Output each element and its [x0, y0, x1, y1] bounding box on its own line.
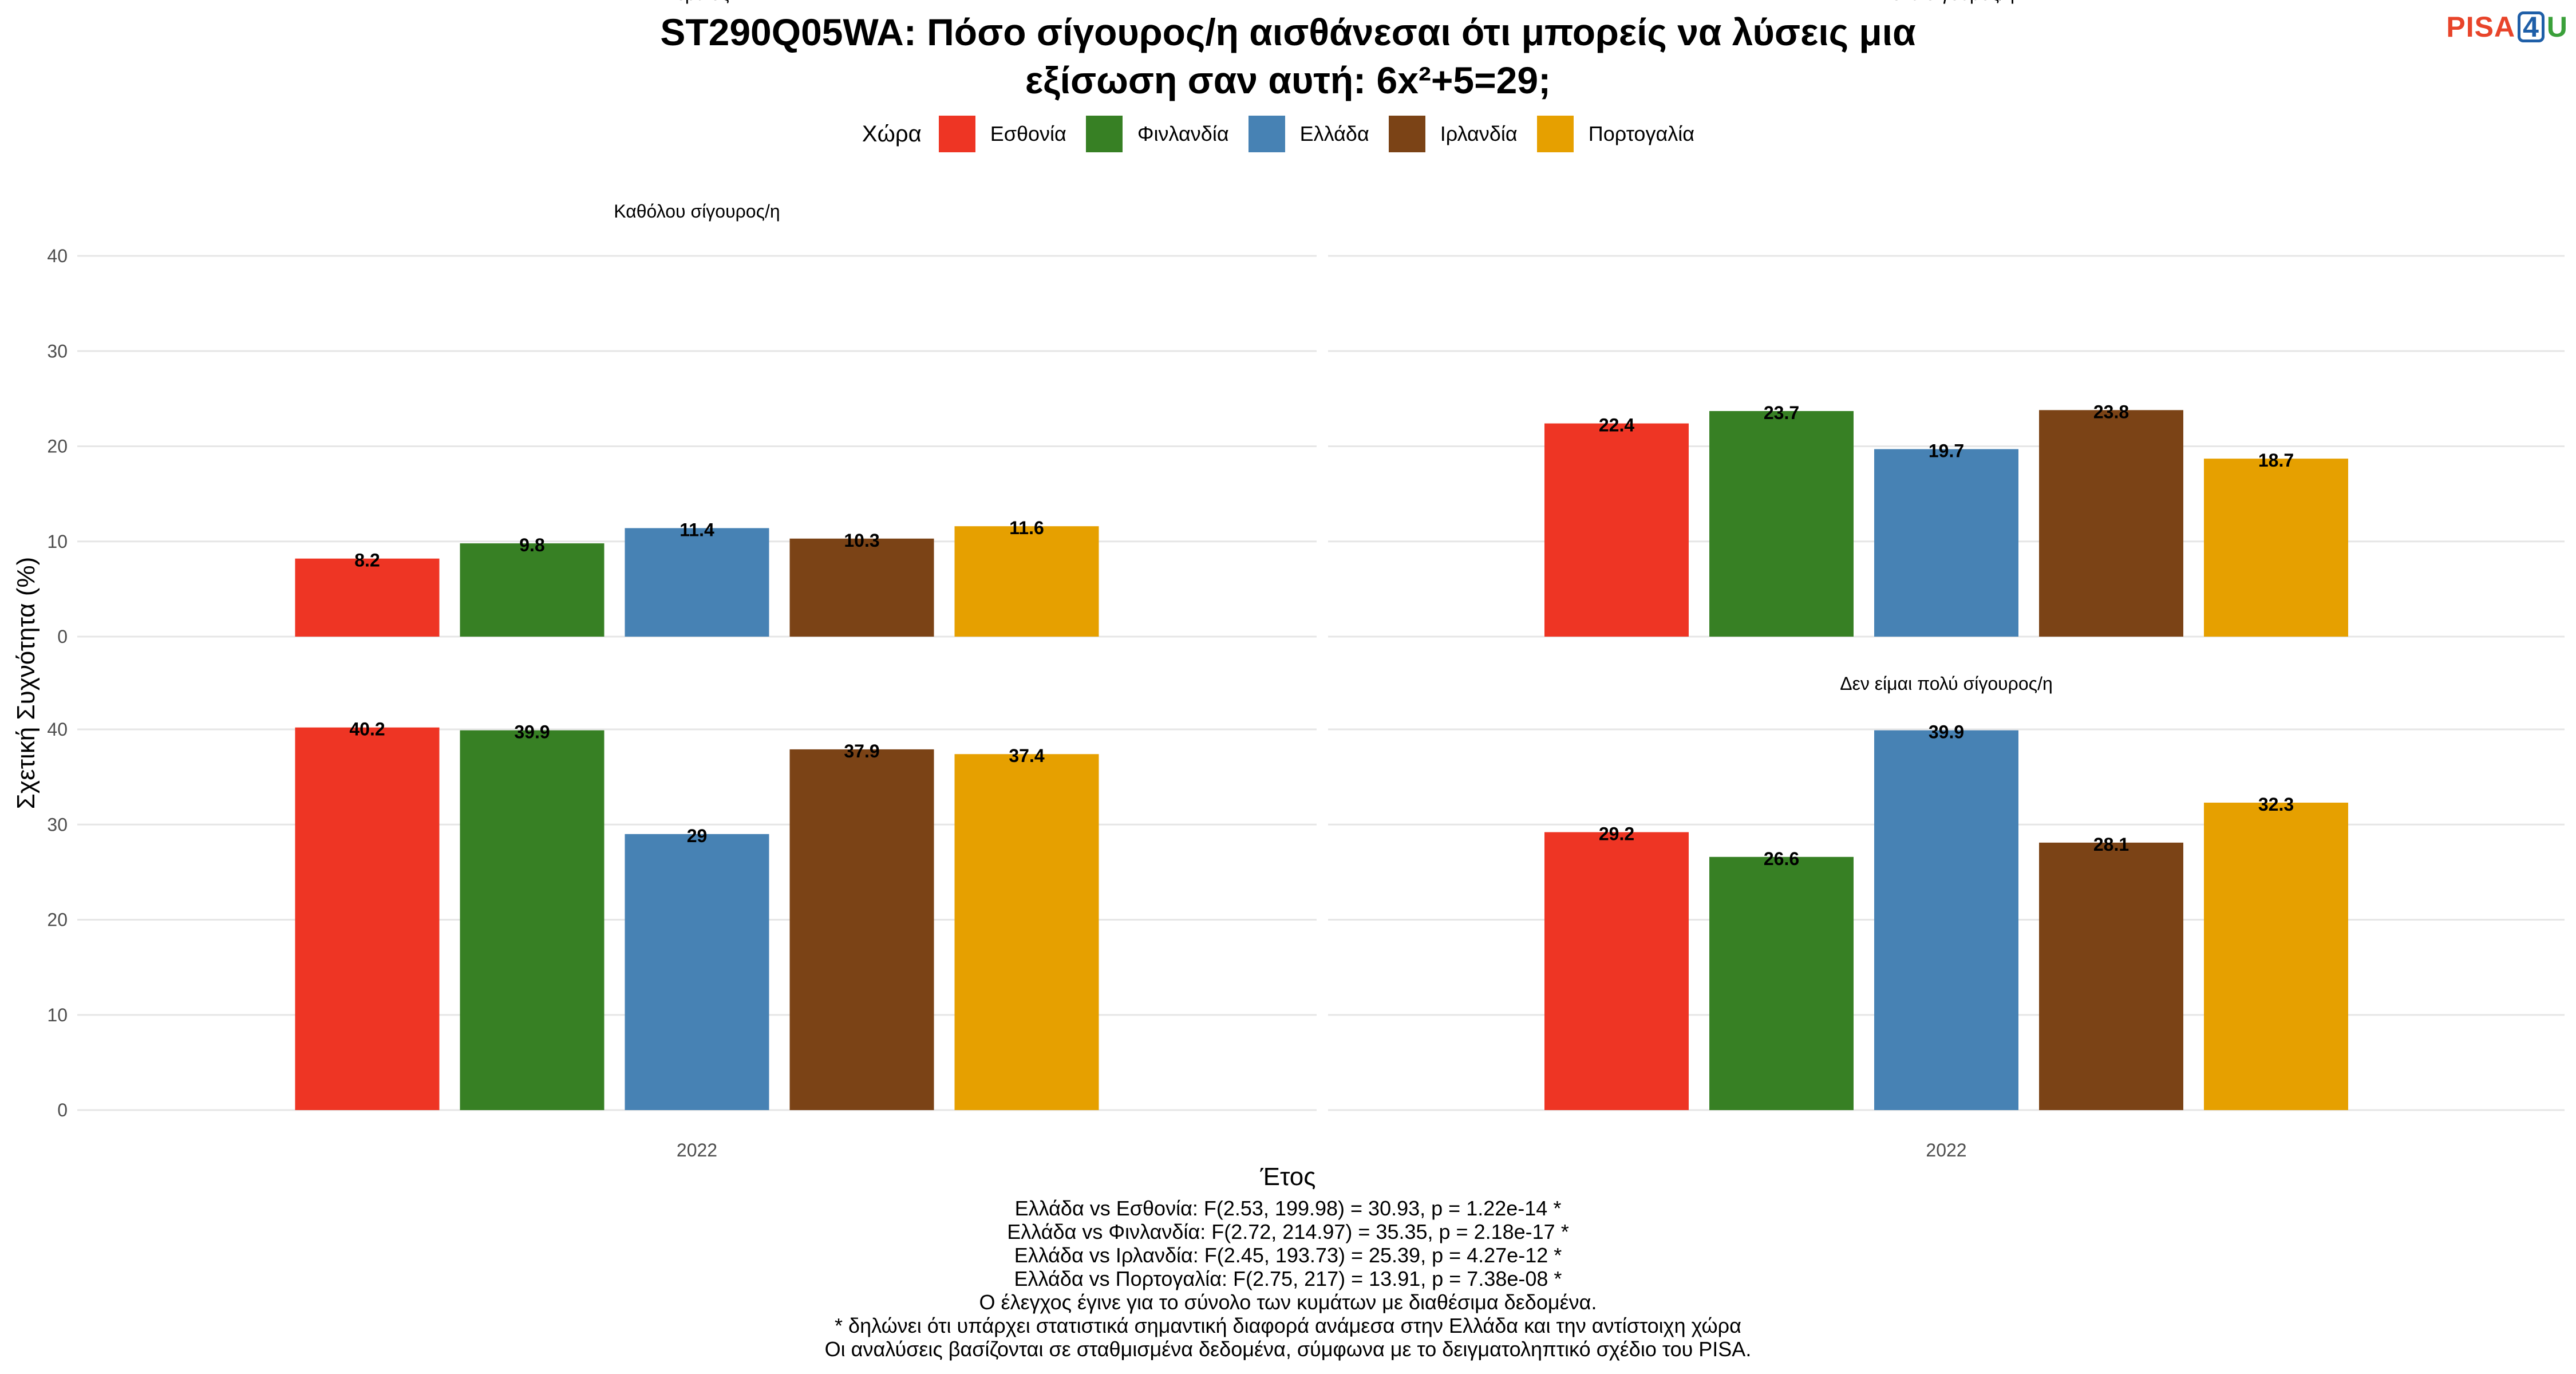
legend-label-finland: Φινλανδία — [1137, 122, 1229, 145]
bar — [1874, 730, 2018, 1110]
footer-notes: Ελλάδα vs Εσθονία: F(2.53, 199.98) = 30.… — [0, 1197, 2576, 1361]
panel-title: Δεν είμαι πολύ σίγουρος/η — [1840, 673, 2053, 694]
legend-item-ireland: Ιρλανδία — [1388, 116, 1518, 152]
y-tick-label: 0 — [57, 626, 68, 647]
bar — [789, 538, 934, 637]
y-tick-label: 40 — [47, 246, 68, 266]
data-label: 19.7 — [1929, 440, 1964, 461]
footer-line: Ελλάδα vs Φινλανδία: F(2.72, 214.97) = 3… — [1007, 1220, 1569, 1243]
data-label: 9.8 — [519, 535, 544, 555]
bar — [1544, 832, 1689, 1110]
footer-line: Ελλάδα vs Πορτογαλία: F(2.75, 217) = 13.… — [1014, 1267, 1562, 1290]
bar — [2039, 842, 2183, 1110]
bar — [789, 749, 934, 1110]
chart-title-line-1: ST290Q05WA: Πόσο σίγουρος/η αισθάνεσαι ό… — [660, 11, 1916, 53]
x-axis-title: Έτος — [1260, 1163, 1316, 1191]
data-label: 29.2 — [1599, 824, 1634, 844]
y-tick-label: 30 — [47, 341, 68, 361]
bar — [1709, 410, 1854, 637]
panel-title: Πολύ σίγουρος/η — [1878, 0, 2014, 4]
footer-line: Ελλάδα vs Ιρλανδία: F(2.45, 193.73) = 25… — [1014, 1243, 1562, 1267]
data-label: 39.9 — [1929, 722, 1964, 743]
bar — [1709, 856, 1854, 1110]
bar — [625, 528, 769, 637]
bar — [2204, 803, 2348, 1110]
bar — [295, 558, 440, 637]
legend-item-greece: Ελλάδα — [1248, 116, 1369, 152]
legend-label-greece: Ελλάδα — [1299, 122, 1369, 145]
logo-u-text: U — [2546, 11, 2568, 43]
legend-item-finland: Φινλανδία — [1085, 116, 1229, 152]
bar — [1874, 449, 2018, 637]
y-axis-title: Σχετική Συχνότητα (%) — [12, 557, 40, 810]
y-tick-label: 20 — [47, 910, 68, 930]
y-tick-label: 10 — [47, 1005, 68, 1025]
data-label: 40.2 — [349, 719, 385, 740]
logo-four-text: 4 — [2518, 11, 2545, 42]
data-label: 37.9 — [844, 741, 879, 761]
data-label: 28.1 — [2093, 834, 2129, 855]
legend-swatch-estonia — [938, 116, 975, 152]
y-tick-label: 0 — [57, 1100, 68, 1120]
legend-item-portugal: Πορτογαλία — [1536, 116, 1695, 152]
legend-swatch-greece — [1248, 116, 1285, 152]
x-tick-label: 2022 — [1926, 1140, 1966, 1160]
logo-pisa-text: PISA — [2446, 11, 2516, 43]
bar — [2204, 459, 2348, 637]
footer-line: * δηλώνει ότι υπάρχει στατιστικά σημαντι… — [835, 1314, 1741, 1337]
data-label: 32.3 — [2258, 794, 2294, 815]
legend-swatch-finland — [1085, 116, 1123, 152]
pisa4u-logo: PISA 4 U — [2446, 10, 2568, 44]
legend: Χώρα Εσθονία Φινλανδία Ελλάδα Ιρλανδία Π… — [0, 116, 2576, 152]
y-tick-label: 10 — [47, 531, 68, 552]
legend-title: Χώρα — [862, 121, 922, 147]
bar — [625, 834, 769, 1110]
y-tick-label: 40 — [47, 719, 68, 740]
legend-label-portugal: Πορτογαλία — [1588, 122, 1695, 145]
x-tick-label: 2022 — [677, 1140, 717, 1160]
legend-swatch-ireland — [1388, 116, 1425, 152]
data-label: 37.4 — [1009, 745, 1044, 766]
bar — [460, 543, 605, 637]
data-label: 22.4 — [1599, 415, 1634, 436]
legend-label-ireland: Ιρλανδία — [1440, 122, 1518, 145]
data-label: 23.7 — [1764, 402, 1799, 423]
legend-label-estonia: Εσθονία — [990, 122, 1066, 145]
bar — [954, 754, 1099, 1110]
bar — [460, 730, 605, 1110]
footer-line: Ο έλεγχος έγινε για το σύνολο των κυμάτω… — [979, 1290, 1597, 1314]
data-label: 10.3 — [844, 530, 879, 551]
bar — [2039, 410, 2183, 637]
footer-line: Οι αναλύσεις βασίζονται σε σταθμισμένα δ… — [824, 1337, 1752, 1361]
y-tick-label: 20 — [47, 436, 68, 457]
legend-swatch-portugal — [1536, 116, 1574, 152]
data-label: 8.2 — [354, 550, 380, 571]
footer-line: Ελλάδα vs Εσθονία: F(2.53, 199.98) = 30.… — [1014, 1197, 1562, 1220]
legend-item-estonia: Εσθονία — [938, 116, 1066, 152]
data-label: 11.4 — [679, 519, 714, 540]
data-label: 26.6 — [1764, 848, 1799, 869]
panel-title: Βέβαιος — [665, 0, 729, 4]
data-label: 18.7 — [2258, 450, 2294, 471]
chart-title: ST290Q05WA: Πόσο σίγουρος/η αισθάνεσαι ό… — [0, 8, 2576, 104]
y-tick-label: 30 — [47, 814, 68, 835]
data-label: 39.9 — [514, 722, 550, 743]
data-label: 23.8 — [2093, 401, 2129, 422]
bar — [295, 727, 440, 1110]
panel-title: Καθόλου σίγουρος/η — [614, 201, 780, 222]
bar — [1544, 423, 1689, 637]
chart-title-line-2: εξίσωση σαν αυτή: 6x²+5=29; — [1025, 59, 1551, 101]
bar — [954, 526, 1099, 637]
data-label: 29 — [687, 826, 708, 846]
data-label: 11.6 — [1009, 518, 1044, 538]
